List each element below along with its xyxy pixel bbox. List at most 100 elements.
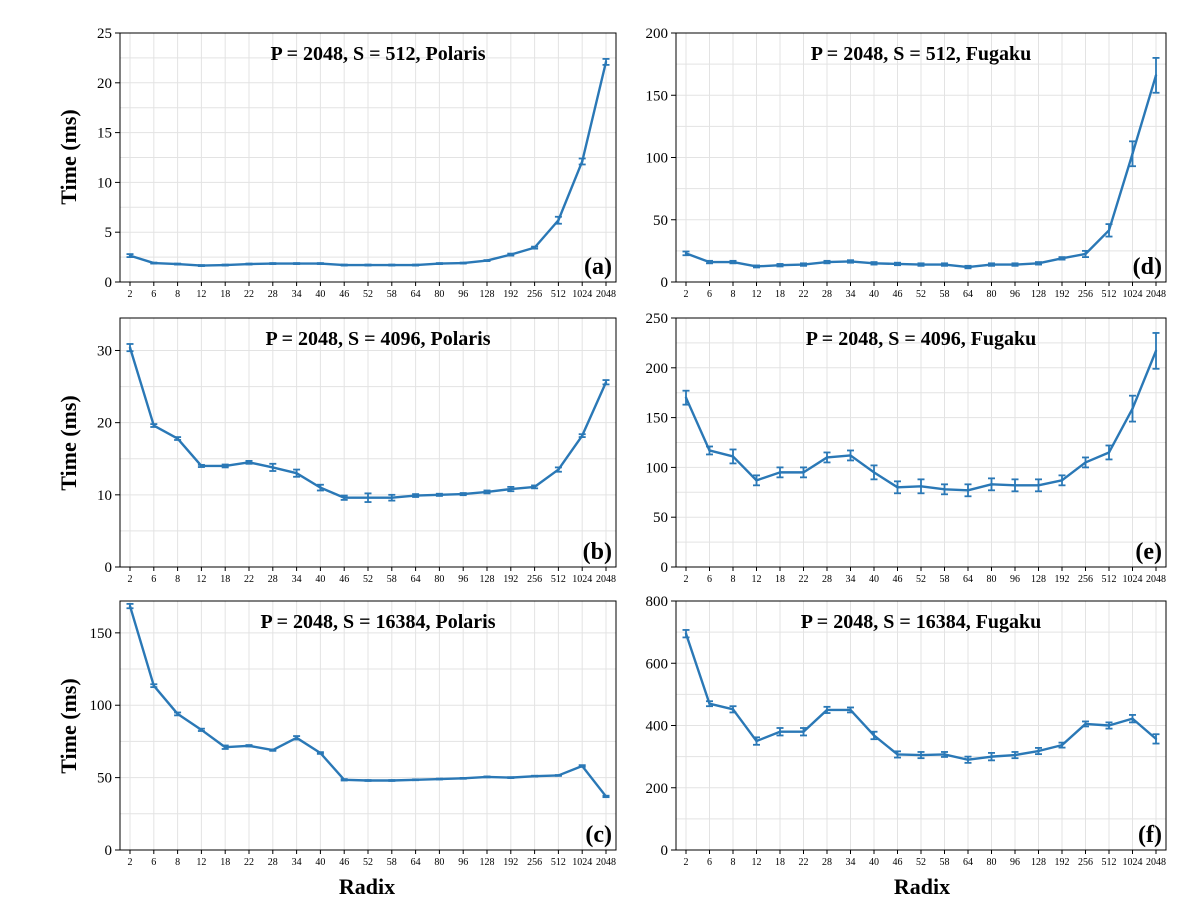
data-point — [731, 260, 735, 264]
data-point — [200, 264, 203, 267]
data-point — [295, 471, 298, 475]
data-point — [966, 758, 970, 761]
chart-e: 0 50 100 150 200 250 2 6 8 12 18 22 28 34 40 46 52 58 64 80… — [646, 311, 1167, 585]
x-tick-label: 2 — [128, 857, 133, 868]
data-point — [462, 492, 465, 496]
y-tick-label: 200 — [646, 781, 669, 797]
data-point — [1131, 152, 1134, 155]
y-axis-label-top: Time (ms) — [56, 109, 81, 205]
x-tick-label: 58 — [940, 857, 950, 868]
x-tick-label: 22 — [244, 574, 254, 585]
data-point — [896, 753, 899, 756]
x-tick-label: 80 — [987, 857, 997, 868]
data-point — [825, 456, 829, 459]
data-point — [849, 454, 852, 457]
x-tick-label: 256 — [1078, 289, 1093, 300]
data-point — [1037, 484, 1040, 487]
x-tick-label: 64 — [411, 574, 421, 585]
y-tick-label: 15 — [97, 126, 112, 142]
x-tick-label: 256 — [1078, 574, 1093, 585]
data-point — [271, 748, 274, 752]
data-point — [1013, 753, 1017, 757]
x-axis-label-right: Radix — [894, 874, 950, 899]
data-point — [708, 260, 711, 264]
x-tick-label: 52 — [916, 574, 926, 585]
x-tick-label: 40 — [315, 857, 325, 868]
data-point — [802, 471, 805, 474]
data-point — [1154, 74, 1158, 77]
x-tick-label: 18 — [775, 289, 785, 300]
data-point — [343, 496, 346, 499]
x-tick-label: 58 — [940, 574, 950, 585]
x-tick-label: 80 — [434, 289, 444, 300]
data-point — [485, 259, 489, 262]
panel-tag: (b) — [583, 539, 612, 565]
y-tick-label: 50 — [653, 510, 668, 526]
x-tick-label: 2048 — [596, 574, 616, 585]
data-point — [778, 471, 782, 474]
x-tick-label: 40 — [869, 574, 879, 585]
x-tick-label: 22 — [244, 289, 254, 300]
data-point — [271, 262, 274, 265]
x-tick-label: 12 — [196, 289, 206, 300]
x-tick-label: 58 — [387, 857, 397, 868]
data-point — [200, 464, 203, 468]
x-tick-label: 28 — [822, 857, 832, 868]
data-point — [462, 261, 465, 265]
x-tick-label: 8 — [175, 289, 180, 300]
y-tick-label: 30 — [97, 343, 112, 359]
chart-b: 0 10 20 30 2 6 8 12 18 22 28 34 40 46 52 58 64 80 96 128 192… — [97, 317, 617, 585]
x-tick-label: 40 — [315, 289, 325, 300]
data-point — [581, 764, 584, 768]
y-tick-label: 20 — [97, 76, 112, 92]
data-point — [604, 60, 608, 64]
y-tick-label: 150 — [646, 88, 669, 104]
x-tick-label: 80 — [434, 857, 444, 868]
data-point — [684, 632, 688, 635]
x-tick-label: 128 — [480, 857, 495, 868]
x-tick-label: 52 — [916, 857, 926, 868]
data-point — [224, 746, 227, 749]
data-point — [485, 490, 489, 494]
y-tick-label: 50 — [653, 213, 668, 229]
data-point — [224, 464, 227, 468]
x-tick-label: 12 — [196, 574, 206, 585]
data-point — [533, 485, 536, 489]
data-point — [990, 755, 993, 758]
data-point — [414, 494, 417, 497]
x-tick-label: 40 — [315, 574, 325, 585]
x-tick-label: 22 — [799, 289, 809, 300]
data-point — [755, 739, 758, 743]
data-point — [966, 489, 970, 492]
data-point — [152, 424, 155, 427]
y-tick-label: 400 — [646, 719, 669, 735]
data-point — [247, 744, 251, 747]
y-tick-label: 0 — [105, 275, 113, 291]
x-tick-label: 2 — [684, 857, 689, 868]
data-point — [343, 778, 346, 781]
data-point — [731, 708, 735, 711]
data-point — [1084, 252, 1087, 256]
x-tick-label: 46 — [339, 574, 349, 585]
data-point — [825, 708, 829, 712]
data-point — [152, 684, 155, 687]
x-tick-label: 192 — [503, 857, 518, 868]
x-tick-label: 28 — [822, 574, 832, 585]
x-tick-label: 2 — [684, 574, 689, 585]
x-tick-label: 46 — [339, 857, 349, 868]
data-point — [1084, 722, 1087, 726]
x-tick-label: 52 — [363, 289, 373, 300]
x-tick-label: 192 — [503, 289, 518, 300]
x-tick-label: 512 — [551, 289, 566, 300]
data-point — [1060, 257, 1064, 260]
x-tick-label: 8 — [731, 289, 736, 300]
data-point — [849, 708, 852, 712]
chart-title: P = 2048, S = 16384, Polaris — [260, 611, 495, 633]
data-point — [825, 260, 829, 264]
x-tick-label: 28 — [822, 289, 832, 300]
data-point — [438, 262, 441, 265]
data-point — [176, 712, 179, 716]
x-tick-label: 28 — [268, 857, 278, 868]
data-point — [557, 219, 560, 222]
x-tick-label: 34 — [846, 857, 856, 868]
